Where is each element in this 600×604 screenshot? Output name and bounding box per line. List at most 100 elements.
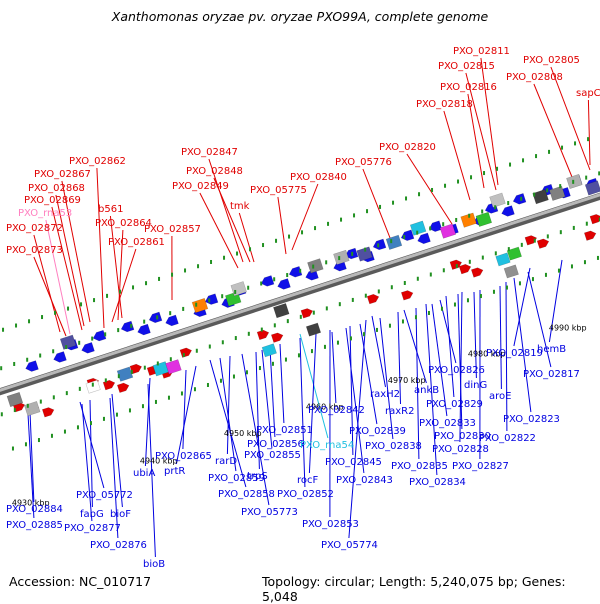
gene-label[interactable]: PXO_02834 [409, 477, 466, 488]
tick-row-bottom [210, 260, 212, 264]
tick-row-outer [38, 438, 40, 442]
gene-label[interactable]: PXO_02851 [256, 425, 313, 436]
tick-row-bottom [249, 247, 251, 251]
gene-label[interactable]: PXO_rna54 [300, 440, 354, 451]
gene-label[interactable]: PXO_02838 [365, 441, 422, 452]
gene-label[interactable]: PXO_rna53 [18, 208, 72, 219]
tick-row-lower [533, 193, 535, 197]
tick-row-outer [116, 413, 118, 417]
tick-row-outer [532, 277, 534, 281]
gene-label[interactable]: aroE [489, 391, 511, 402]
gene-label[interactable]: PXO_02861 [108, 237, 165, 248]
gene-label[interactable]: PXO_02867 [34, 169, 91, 180]
gene-label[interactable]: bioB [143, 559, 165, 570]
gene-label[interactable]: rocF [297, 475, 319, 486]
gene-label[interactable]: PXO_02808 [506, 72, 563, 83]
tick-row-bottom [197, 264, 199, 268]
gene-labels[interactable]: PXO_02811 PXO_02815 PXO_02805 PXO_02808 PXO_… [6, 46, 600, 570]
gene-label[interactable]: fabG [80, 509, 104, 520]
gene-label[interactable]: PXO_02847 [181, 147, 238, 158]
gene-label[interactable]: PXO_05773 [241, 507, 298, 518]
leader-line [227, 356, 230, 454]
gene-label[interactable]: PXO_02865 [155, 451, 212, 462]
gene-label[interactable]: PXO_02853 [302, 519, 359, 530]
gene-label[interactable]: PXO_02835 [391, 461, 448, 472]
gene-label[interactable]: PXO_02862 [69, 156, 126, 167]
gene-label[interactable]: PXO_02872 [6, 223, 63, 234]
gene-label[interactable]: b561 [98, 204, 123, 215]
gene-label[interactable]: PXO_02840 [290, 172, 347, 183]
tick-row-outer [324, 345, 326, 349]
gene-label[interactable]: PXO_02818 [416, 99, 473, 110]
reverse-gene [416, 233, 430, 245]
gene-label[interactable]: trpS [247, 471, 268, 482]
tick-row-lower [130, 324, 132, 328]
gene-label[interactable]: bioF [110, 509, 131, 520]
tick-row-outer [25, 442, 27, 446]
gene-label[interactable]: ankB [414, 385, 439, 396]
tick-row-upper [547, 234, 549, 238]
gene-label[interactable]: PXO_02817 [523, 369, 580, 380]
tick-row-upper [326, 306, 328, 310]
gene-label[interactable]: tmk [230, 201, 250, 212]
gene-label[interactable]: PXO_02805 [523, 55, 580, 66]
gene-label[interactable]: PXO_02826 [428, 365, 485, 376]
gene-label[interactable]: PXO_02828 [432, 444, 489, 455]
gene-label[interactable]: PXO_02876 [90, 540, 147, 551]
gene-label[interactable]: PXO_02842 [308, 405, 365, 416]
gene-label[interactable]: PXO_02823 [503, 414, 560, 425]
gene-label[interactable]: PXO_02820 [379, 142, 436, 153]
gene-label[interactable]: PXO_02811 [453, 46, 510, 57]
tick-row-lower [247, 286, 249, 290]
gene-label[interactable]: PXO_02877 [64, 523, 121, 534]
gene-label[interactable]: PXO_02822 [479, 433, 536, 444]
gene-label[interactable]: PXO_02856 [247, 439, 304, 450]
tick-row-lower [572, 180, 574, 184]
gene-label[interactable]: PXO_02873 [6, 245, 63, 256]
tick-row-lower [455, 218, 457, 222]
tick-row-upper [170, 357, 172, 361]
gene-label[interactable]: PXO_02829 [426, 399, 483, 410]
gene-label[interactable]: PXO_02839 [349, 426, 406, 437]
gene-label[interactable]: sapC [576, 88, 600, 99]
gene-label[interactable]: PXO_02858 [218, 489, 275, 500]
gene-label[interactable]: PXO_05776 [335, 157, 392, 168]
gene-label[interactable]: hemB [537, 344, 566, 355]
gene-label[interactable]: PXO_02819 [486, 348, 543, 359]
leader-line [110, 216, 122, 318]
gene-label[interactable]: PXO_05772 [76, 490, 133, 501]
tick-row-bottom [15, 324, 17, 328]
gene-label[interactable]: PXO_02833 [419, 418, 476, 429]
gene-label[interactable]: PXO_02815 [438, 61, 495, 72]
forward-gene [367, 293, 380, 304]
gene-label[interactable]: PXO_02869 [24, 195, 81, 206]
tick-row-upper [274, 323, 276, 327]
gene-label[interactable]: PXO_02845 [325, 457, 382, 468]
gene-label[interactable]: PXO_02843 [336, 475, 393, 486]
gene-label[interactable]: PXO_02885 [6, 520, 63, 531]
forward-gene-shape [367, 293, 380, 304]
gene-label[interactable]: PXO_02816 [440, 82, 497, 93]
tick-row-upper [248, 332, 250, 336]
gene-label[interactable]: PXO_02852 [277, 489, 334, 500]
gene-label[interactable]: dinG [464, 380, 487, 391]
gene-label[interactable]: PXO_02857 [144, 224, 201, 235]
tick-row-bottom [483, 171, 485, 175]
forward-gene-shape [471, 266, 484, 277]
gene-label[interactable]: PXO_02855 [244, 450, 301, 461]
gene-label[interactable]: prtR [164, 466, 185, 477]
gene-label[interactable]: PXO_02827 [452, 461, 509, 472]
gene-label[interactable]: rarD [215, 456, 237, 467]
gene-label[interactable]: PXO_05774 [321, 540, 378, 551]
reverse-gene-shape [24, 361, 38, 373]
gene-label[interactable]: raxR2 [385, 406, 414, 417]
gene-label[interactable]: raxH2 [370, 389, 400, 400]
gene-label[interactable]: PXO_05775 [250, 185, 307, 196]
gene-label[interactable]: PXO_02849 [172, 181, 229, 192]
tick-row-bottom [405, 196, 407, 200]
gene-label[interactable]: PXO_02848 [186, 166, 243, 177]
gene-label[interactable]: PXO_02868 [28, 183, 85, 194]
gene-block-shape [496, 253, 511, 266]
gene-label[interactable]: ubiA [133, 468, 155, 479]
gene-label[interactable]: PXO_02884 [6, 504, 63, 515]
